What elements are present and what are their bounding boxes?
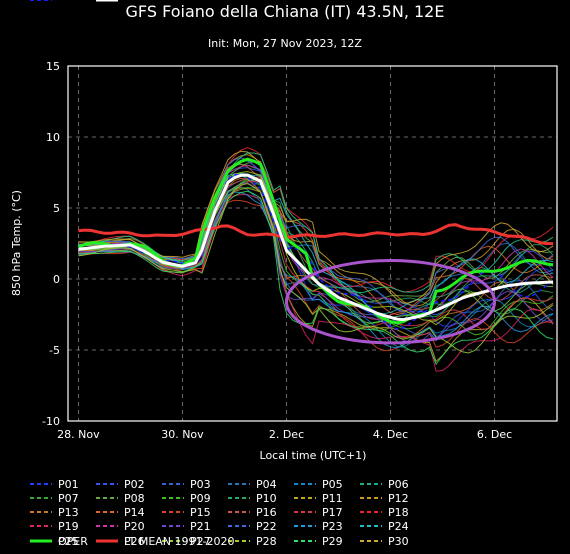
y-tick-label: 15 xyxy=(46,60,60,73)
legend-label: CONTROL xyxy=(58,0,113,3)
series-line-p23 xyxy=(78,191,554,349)
chart-title: GFS Foiano della Chiana (IT) 43.5N, 12E xyxy=(126,2,445,21)
legend-label: P13 xyxy=(58,506,79,519)
legend-item-p05: P05 xyxy=(294,478,343,491)
series-line-p27 xyxy=(78,183,554,354)
legend-item-p10: P10 xyxy=(228,492,277,505)
legend-label: P30 xyxy=(388,535,409,548)
series-line-p11 xyxy=(78,187,554,363)
legend-item-lt-mean-1991-2020: LT MEAN 1991-2020 xyxy=(96,535,234,548)
legend-item-avg: AVG xyxy=(96,0,147,3)
legend-item-p17: P17 xyxy=(294,506,343,519)
legend-label: P06 xyxy=(388,478,409,491)
legend-label: P18 xyxy=(388,506,409,519)
legend-label: P11 xyxy=(322,492,343,505)
legend-label: P24 xyxy=(388,520,409,533)
legend-label: P19 xyxy=(58,520,79,533)
legend-item-p21: P21 xyxy=(162,520,211,533)
series-line-avg xyxy=(78,173,554,322)
legend-label: P26 xyxy=(124,535,145,548)
series-line-p29 xyxy=(78,190,554,366)
legend-label: P29 xyxy=(322,535,343,548)
legend-item-p29: P29 xyxy=(294,535,343,548)
legend-item-p07: P07 xyxy=(30,492,79,505)
legend-item-p15: P15 xyxy=(162,506,211,519)
legend-item-p02: P02 xyxy=(96,478,145,491)
legend-item-p11: P11 xyxy=(294,492,343,505)
x-tick-label: 28. Nov xyxy=(57,428,100,441)
legend-label: P02 xyxy=(124,478,145,491)
series-line-p09 xyxy=(78,178,554,336)
series-line-p26 xyxy=(78,152,554,294)
legend-item-p27: P27 xyxy=(162,535,211,548)
legend-label: P09 xyxy=(190,492,211,505)
legend-label: P14 xyxy=(124,506,145,519)
legend-label: P05 xyxy=(322,478,343,491)
legend-label: P08 xyxy=(124,492,145,505)
chart-subtitle: Init: Mon, 27 Nov 2023, 12Z xyxy=(208,37,362,50)
legend-label: P03 xyxy=(190,478,211,491)
legend-item-p18: P18 xyxy=(360,506,409,519)
y-axis-label: 850 hPa Temp. (°C) xyxy=(10,190,23,296)
legend-label: P28 xyxy=(256,535,277,548)
legend-item-p24: P24 xyxy=(360,520,409,533)
x-tick-label: 4. Dec xyxy=(373,428,408,441)
legend-label: P23 xyxy=(322,520,343,533)
series-line-lt-mean xyxy=(78,223,554,246)
y-tick-label: 0 xyxy=(53,273,60,286)
legend-item-p20: P20 xyxy=(96,520,145,533)
legend-label: LT MEAN 1991-2020 xyxy=(124,535,234,548)
legend-label: P25 xyxy=(58,535,79,548)
legend-item-p23: P23 xyxy=(294,520,343,533)
legend-label: P12 xyxy=(388,492,409,505)
legend-label: P22 xyxy=(256,520,277,533)
legend-label: P20 xyxy=(124,520,145,533)
legend-label: P16 xyxy=(256,506,277,519)
legend-item-p04: P04 xyxy=(228,478,277,491)
legend-item-control: CONTROL xyxy=(30,0,113,3)
y-tick-label: 5 xyxy=(53,202,60,215)
legend-item-p16: P16 xyxy=(228,506,277,519)
legend-item-p12: P12 xyxy=(360,492,409,505)
x-tick-label: 6. Dec xyxy=(477,428,512,441)
legend-item-p01: P01 xyxy=(30,478,79,491)
legend-label: P04 xyxy=(256,478,277,491)
y-tick-label: -5 xyxy=(49,344,60,357)
y-tick-label: -10 xyxy=(42,415,60,428)
legend-item-p14: P14 xyxy=(96,506,145,519)
legend-label: P17 xyxy=(322,506,343,519)
highlight-ellipse xyxy=(284,259,497,345)
legend-label: P15 xyxy=(190,506,211,519)
legend-item-p30: P30 xyxy=(360,535,409,548)
legend-item-p09: P09 xyxy=(162,492,211,505)
legend-item-oper: OPER xyxy=(30,535,88,548)
legend-item-p28: P28 xyxy=(228,535,277,548)
legend-label: P21 xyxy=(190,520,211,533)
series-line-p19 xyxy=(78,193,554,372)
legend-item-p06: P06 xyxy=(360,478,409,491)
x-tick-label: 30. Nov xyxy=(161,428,204,441)
y-tick-label: 10 xyxy=(46,131,60,144)
x-tick-label: 2. Dec xyxy=(269,428,304,441)
legend-label: AVG xyxy=(124,0,147,3)
plot-frame xyxy=(67,65,558,422)
legend-item-p13: P13 xyxy=(30,506,79,519)
legend-item-p19: P19 xyxy=(30,520,79,533)
plot-area: -10 -5 0 5 10 15 28. Nov 30. Nov 2. Dec 4. Dec 6. … xyxy=(42,60,558,441)
legend-item-p22: P22 xyxy=(228,520,277,533)
legend-label: OPER xyxy=(58,535,88,548)
legend-label: P01 xyxy=(58,478,79,491)
x-axis-label: Local time (UTC+1) xyxy=(260,449,367,462)
legend-item-p03: P03 xyxy=(162,478,211,491)
legend-label: P10 xyxy=(256,492,277,505)
legend-label: P27 xyxy=(190,535,211,548)
legend-item-p08: P08 xyxy=(96,492,145,505)
legend-label: P07 xyxy=(58,492,79,505)
